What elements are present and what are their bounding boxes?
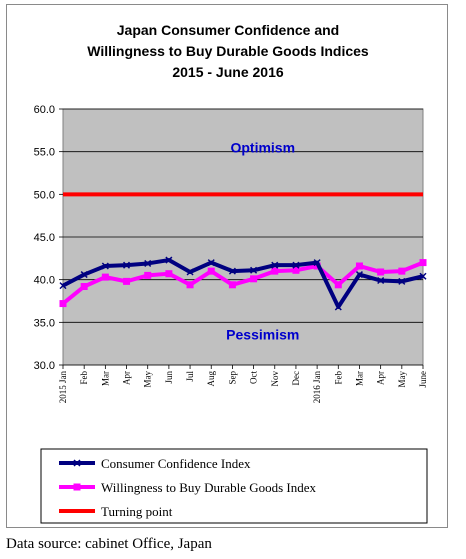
x-tick-label: May (397, 371, 407, 388)
legend-marker (73, 483, 81, 491)
x-tick-label: Oct (249, 371, 259, 384)
data-point (144, 259, 152, 267)
series-lines (59, 192, 427, 311)
chart-title-line: Willingness to Buy Durable Goods Indices (87, 43, 369, 59)
x-tick-label: May (143, 371, 153, 388)
data-point (398, 277, 406, 285)
x-tick-label: Jun (164, 371, 174, 384)
y-axis-ticks: 30.0 35.0 40.0 45.0 50.0 55.0 60.0 (34, 104, 63, 372)
data-point (101, 262, 109, 270)
data-point (228, 267, 236, 275)
chart-title-line: Japan Consumer Confidence and (117, 22, 339, 38)
data-point (122, 261, 131, 269)
series-line (61, 260, 424, 306)
x-tick-label: Aug (206, 371, 216, 387)
x-tick-label: 2016 Jan (312, 371, 322, 404)
series-line (62, 258, 424, 309)
legend-marker (73, 459, 81, 467)
data-point (250, 266, 258, 274)
x-tick-label: 2015 Jan (58, 371, 68, 404)
legend: Consumer Confidence Index Willingness to … (40, 448, 428, 524)
legend-box (40, 448, 428, 524)
data-point (355, 271, 364, 279)
data-point (271, 261, 279, 269)
data-point (186, 281, 194, 289)
data-point (419, 272, 427, 280)
data-point (377, 276, 385, 285)
data-point (292, 261, 300, 269)
y-tick-label: 30.0 (34, 360, 55, 372)
data-point (59, 282, 67, 290)
x-tick-label: Dec (291, 371, 301, 386)
x-tick-label: Sep (227, 371, 237, 385)
annotation-label: Pessimism (226, 326, 299, 342)
legend-label: Turning point (101, 504, 173, 519)
data-point (271, 267, 279, 275)
data-point (186, 268, 194, 276)
data-point (250, 275, 258, 283)
data-point (123, 277, 131, 285)
x-tick-label: Nov (270, 371, 280, 387)
data-point (419, 259, 427, 267)
data-point (228, 281, 236, 289)
annotations: Optimism Pessimism (226, 139, 299, 342)
y-tick-label: 45.0 (34, 232, 55, 244)
y-tick-label: 60.0 (34, 104, 55, 116)
data-point (207, 259, 215, 267)
data-point (207, 267, 215, 275)
data-point (144, 271, 152, 279)
x-tick-label: Jul (185, 371, 195, 382)
data-point (292, 266, 300, 274)
y-tick-label: 40.0 (34, 275, 55, 287)
x-tick-label: Apr (122, 371, 132, 385)
data-point (165, 256, 173, 264)
source-note: Data source: cabinet Office, Japan (6, 536, 212, 552)
data-point (334, 303, 342, 311)
x-tick-label: Mar (100, 371, 110, 386)
x-tick-label: Feb (79, 371, 89, 385)
chart-title: Japan Consumer Confidence and Willingness… (87, 22, 369, 80)
data-point (80, 282, 88, 290)
chart-title-line: 2015 - June 2016 (172, 64, 284, 80)
data-point (313, 259, 321, 267)
data-point (101, 273, 109, 281)
data-point (377, 268, 385, 276)
data-point (355, 262, 363, 270)
annotation-label: Optimism (230, 139, 295, 155)
data-point (334, 281, 342, 289)
x-axis-ticks: 2015 Jan Feb Mar Apr May Jun Jul Aug Sep Oct Nov De… (58, 365, 428, 403)
y-tick-label: 50.0 (34, 189, 55, 201)
x-tick-label: Mar (354, 371, 364, 386)
data-point (398, 267, 406, 275)
x-tick-label: June (418, 371, 428, 388)
data-point (165, 270, 173, 278)
legend-label: Consumer Confidence Index (101, 456, 251, 471)
chart: Japan Consumer Confidence and Willingness… (34, 22, 428, 524)
chart-frame: Japan Consumer Confidence and Willingness… (6, 4, 448, 528)
x-tick-label: Feb (333, 371, 343, 385)
data-point (80, 271, 88, 279)
y-tick-label: 35.0 (34, 317, 55, 329)
legend-label: Willingness to Buy Durable Goods Index (101, 480, 317, 495)
x-tick-label: Apr (376, 371, 386, 385)
y-tick-label: 55.0 (34, 147, 55, 159)
data-point (59, 300, 67, 308)
